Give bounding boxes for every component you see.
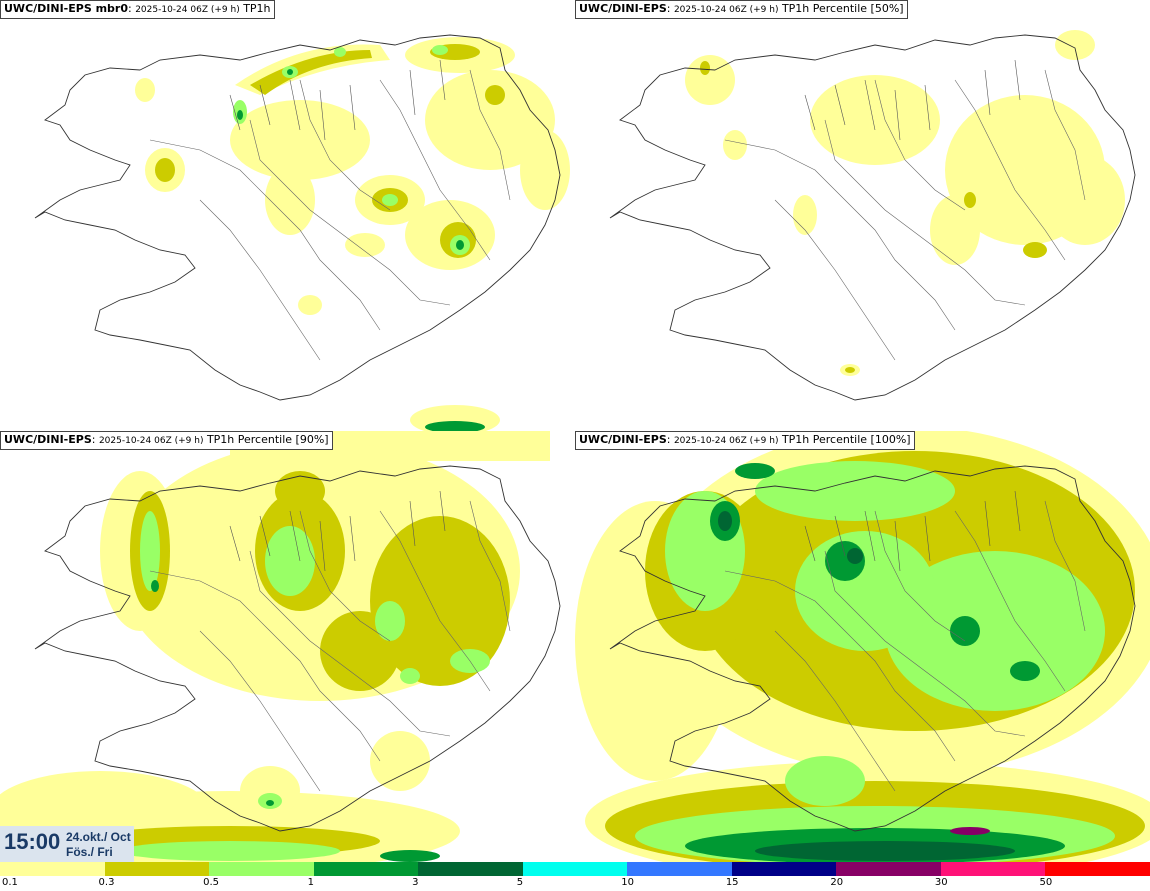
map-panel-mbr0: UWC/DINI-EPS mbr0: 2025-10-24 06Z (+9 h)… xyxy=(0,0,575,431)
colorbar-label: 5 xyxy=(516,877,524,888)
colorbar-swatch xyxy=(731,862,837,876)
colorbar-label: 15 xyxy=(725,877,739,888)
precipitation-map xyxy=(609,30,1136,401)
valid-day: Fös./ Fri xyxy=(66,845,113,859)
map-panel-p50: UWC/DINI-EPS: 2025-10-24 06Z (+9 h) TP1h… xyxy=(575,0,1150,431)
colorbar-label: 3 xyxy=(412,877,419,888)
colorbar-swatch xyxy=(940,862,1046,876)
map-panel-p100: UWC/DINI-EPS: 2025-10-24 06Z (+9 h) TP1h… xyxy=(575,431,1150,862)
valid-date: 24.okt./ Oct xyxy=(66,830,131,844)
colorbar-label: 0.5 xyxy=(203,877,219,888)
precipitation-map xyxy=(0,431,561,862)
colorbar-swatch xyxy=(209,862,315,876)
colorbar-legend: 0.1 0.3 0.5 1 3 5 10 15 20 30 50 xyxy=(0,862,1150,891)
colorbar-label: 0.1 xyxy=(2,877,18,888)
panel-title: UWC/DINI-EPS: 2025-10-24 06Z (+9 h) TP1h… xyxy=(575,431,915,450)
colorbar-label: 50 xyxy=(1039,877,1053,888)
colorbar-label: 10 xyxy=(621,877,634,888)
colorbar-label: 1 xyxy=(307,877,314,888)
colorbar-label: 0.3 xyxy=(98,877,115,888)
colorbar-swatch xyxy=(313,862,419,876)
panel-title: UWC/DINI-EPS: 2025-10-24 06Z (+9 h) TP1h… xyxy=(575,0,908,19)
valid-time: 15:00 xyxy=(4,829,61,854)
panel-title: UWC/DINI-EPS mbr0: 2025-10-24 06Z (+9 h)… xyxy=(0,0,275,19)
valid-time-box: 15:00 24.okt./ Oct Fös./ Fri xyxy=(0,826,134,862)
colorbar-swatch xyxy=(418,862,524,876)
precipitation-map xyxy=(575,431,1150,862)
colorbar-swatch xyxy=(1045,862,1150,876)
colorbar-label: 20 xyxy=(830,877,844,888)
colorbar-swatch xyxy=(104,862,210,876)
colorbar-swatch xyxy=(0,862,105,876)
colorbar-swatch xyxy=(627,862,733,876)
colorbar-swatch xyxy=(522,862,628,876)
precipitation-map xyxy=(34,34,570,431)
colorbar-label: 30 xyxy=(934,877,948,888)
colorbar-swatch xyxy=(836,862,942,876)
panel-title: UWC/DINI-EPS: 2025-10-24 06Z (+9 h) TP1h… xyxy=(0,431,333,450)
map-panel-p90: UWC/DINI-EPS: 2025-10-24 06Z (+9 h) TP1h… xyxy=(0,431,575,862)
